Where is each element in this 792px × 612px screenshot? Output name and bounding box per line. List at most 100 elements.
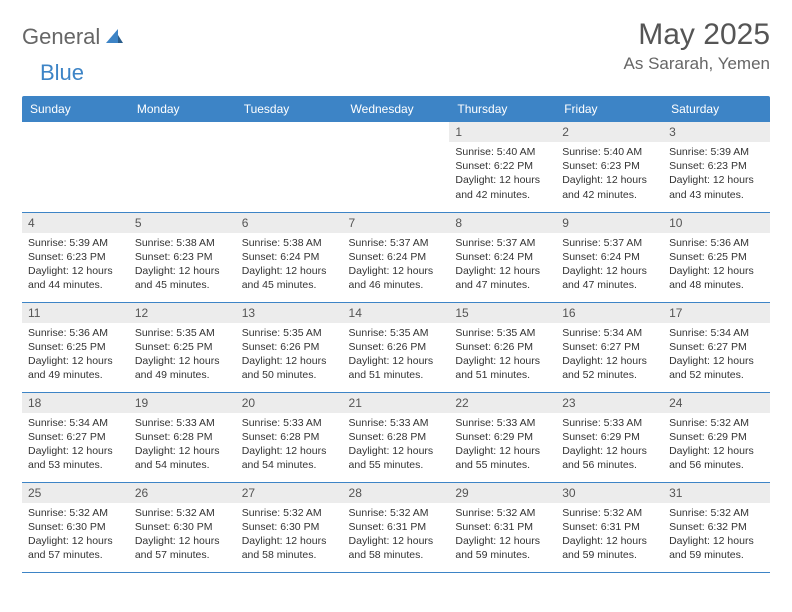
calendar-day-cell: 11Sunrise: 5:36 AMSunset: 6:25 PMDayligh… (22, 302, 129, 392)
day-info: Sunrise: 5:38 AMSunset: 6:24 PMDaylight:… (236, 233, 343, 296)
day-number: 27 (236, 483, 343, 503)
day-number: 17 (663, 303, 770, 323)
day-number: 18 (22, 393, 129, 413)
calendar-week-row: 1Sunrise: 5:40 AMSunset: 6:22 PMDaylight… (22, 122, 770, 212)
day-info: Sunrise: 5:33 AMSunset: 6:29 PMDaylight:… (556, 413, 663, 476)
sunrise-line: Sunrise: 5:38 AM (242, 236, 337, 250)
day-info: Sunrise: 5:34 AMSunset: 6:27 PMDaylight:… (556, 323, 663, 386)
weekday-header: Saturday (663, 96, 770, 122)
day-info: Sunrise: 5:37 AMSunset: 6:24 PMDaylight:… (556, 233, 663, 296)
sunrise-line: Sunrise: 5:40 AM (562, 145, 657, 159)
day-info: Sunrise: 5:33 AMSunset: 6:28 PMDaylight:… (129, 413, 236, 476)
calendar-day-cell: 5Sunrise: 5:38 AMSunset: 6:23 PMDaylight… (129, 212, 236, 302)
calendar-day-cell: 10Sunrise: 5:36 AMSunset: 6:25 PMDayligh… (663, 212, 770, 302)
daylight-line: Daylight: 12 hours and 54 minutes. (242, 444, 337, 472)
calendar-day-cell: 2Sunrise: 5:40 AMSunset: 6:23 PMDaylight… (556, 122, 663, 212)
weekday-header: Sunday (22, 96, 129, 122)
calendar-day-cell: 26Sunrise: 5:32 AMSunset: 6:30 PMDayligh… (129, 482, 236, 572)
calendar-day-cell: 23Sunrise: 5:33 AMSunset: 6:29 PMDayligh… (556, 392, 663, 482)
calendar-day-cell: 27Sunrise: 5:32 AMSunset: 6:30 PMDayligh… (236, 482, 343, 572)
calendar-day-cell: 29Sunrise: 5:32 AMSunset: 6:31 PMDayligh… (449, 482, 556, 572)
day-number: 14 (343, 303, 450, 323)
calendar-day-cell: 19Sunrise: 5:33 AMSunset: 6:28 PMDayligh… (129, 392, 236, 482)
calendar-day-cell (343, 122, 450, 212)
daylight-line: Daylight: 12 hours and 57 minutes. (135, 534, 230, 562)
sunset-line: Sunset: 6:22 PM (455, 159, 550, 173)
daylight-line: Daylight: 12 hours and 44 minutes. (28, 264, 123, 292)
day-info: Sunrise: 5:35 AMSunset: 6:25 PMDaylight:… (129, 323, 236, 386)
day-number: 19 (129, 393, 236, 413)
day-info: Sunrise: 5:40 AMSunset: 6:22 PMDaylight:… (449, 142, 556, 205)
weekday-header: Friday (556, 96, 663, 122)
day-number: 15 (449, 303, 556, 323)
sunset-line: Sunset: 6:31 PM (455, 520, 550, 534)
day-number: 12 (129, 303, 236, 323)
sunset-line: Sunset: 6:24 PM (455, 250, 550, 264)
sunrise-line: Sunrise: 5:32 AM (242, 506, 337, 520)
day-number: 6 (236, 213, 343, 233)
daylight-line: Daylight: 12 hours and 55 minutes. (349, 444, 444, 472)
sunrise-line: Sunrise: 5:33 AM (455, 416, 550, 430)
sunset-line: Sunset: 6:28 PM (135, 430, 230, 444)
calendar-day-cell: 17Sunrise: 5:34 AMSunset: 6:27 PMDayligh… (663, 302, 770, 392)
daylight-line: Daylight: 12 hours and 50 minutes. (242, 354, 337, 382)
sunrise-line: Sunrise: 5:40 AM (455, 145, 550, 159)
sunset-line: Sunset: 6:27 PM (562, 340, 657, 354)
sunrise-line: Sunrise: 5:37 AM (349, 236, 444, 250)
day-info: Sunrise: 5:32 AMSunset: 6:30 PMDaylight:… (236, 503, 343, 566)
daylight-line: Daylight: 12 hours and 49 minutes. (28, 354, 123, 382)
calendar-day-cell: 12Sunrise: 5:35 AMSunset: 6:25 PMDayligh… (129, 302, 236, 392)
day-info: Sunrise: 5:36 AMSunset: 6:25 PMDaylight:… (663, 233, 770, 296)
day-info: Sunrise: 5:32 AMSunset: 6:29 PMDaylight:… (663, 413, 770, 476)
sunset-line: Sunset: 6:29 PM (562, 430, 657, 444)
weekday-header: Thursday (449, 96, 556, 122)
daylight-line: Daylight: 12 hours and 53 minutes. (28, 444, 123, 472)
daylight-line: Daylight: 12 hours and 58 minutes. (242, 534, 337, 562)
day-info: Sunrise: 5:39 AMSunset: 6:23 PMDaylight:… (663, 142, 770, 205)
day-info: Sunrise: 5:37 AMSunset: 6:24 PMDaylight:… (343, 233, 450, 296)
daylight-line: Daylight: 12 hours and 51 minutes. (455, 354, 550, 382)
day-info: Sunrise: 5:32 AMSunset: 6:31 PMDaylight:… (343, 503, 450, 566)
sunset-line: Sunset: 6:24 PM (562, 250, 657, 264)
weekday-header: Wednesday (343, 96, 450, 122)
sunset-line: Sunset: 6:27 PM (28, 430, 123, 444)
calendar-day-cell: 13Sunrise: 5:35 AMSunset: 6:26 PMDayligh… (236, 302, 343, 392)
day-number: 8 (449, 213, 556, 233)
day-number: 7 (343, 213, 450, 233)
daylight-line: Daylight: 12 hours and 56 minutes. (669, 444, 764, 472)
sunrise-line: Sunrise: 5:35 AM (455, 326, 550, 340)
sunset-line: Sunset: 6:30 PM (135, 520, 230, 534)
calendar-day-cell: 22Sunrise: 5:33 AMSunset: 6:29 PMDayligh… (449, 392, 556, 482)
daylight-line: Daylight: 12 hours and 52 minutes. (669, 354, 764, 382)
daylight-line: Daylight: 12 hours and 55 minutes. (455, 444, 550, 472)
calendar-week-row: 25Sunrise: 5:32 AMSunset: 6:30 PMDayligh… (22, 482, 770, 572)
sunset-line: Sunset: 6:32 PM (669, 520, 764, 534)
sunrise-line: Sunrise: 5:33 AM (135, 416, 230, 430)
daylight-line: Daylight: 12 hours and 47 minutes. (455, 264, 550, 292)
sunset-line: Sunset: 6:23 PM (135, 250, 230, 264)
calendar-day-cell: 31Sunrise: 5:32 AMSunset: 6:32 PMDayligh… (663, 482, 770, 572)
calendar-day-cell: 7Sunrise: 5:37 AMSunset: 6:24 PMDaylight… (343, 212, 450, 302)
day-number: 9 (556, 213, 663, 233)
logo-word-1: General (22, 24, 100, 50)
sunrise-line: Sunrise: 5:36 AM (669, 236, 764, 250)
calendar-day-cell: 9Sunrise: 5:37 AMSunset: 6:24 PMDaylight… (556, 212, 663, 302)
calendar-day-cell (22, 122, 129, 212)
day-number: 25 (22, 483, 129, 503)
day-number: 24 (663, 393, 770, 413)
calendar-day-cell: 6Sunrise: 5:38 AMSunset: 6:24 PMDaylight… (236, 212, 343, 302)
sunrise-line: Sunrise: 5:35 AM (349, 326, 444, 340)
day-number: 29 (449, 483, 556, 503)
logo: General (22, 18, 126, 50)
day-info: Sunrise: 5:33 AMSunset: 6:28 PMDaylight:… (343, 413, 450, 476)
day-number: 23 (556, 393, 663, 413)
calendar-day-cell (129, 122, 236, 212)
sunset-line: Sunset: 6:23 PM (28, 250, 123, 264)
sunrise-line: Sunrise: 5:35 AM (135, 326, 230, 340)
calendar-day-cell: 14Sunrise: 5:35 AMSunset: 6:26 PMDayligh… (343, 302, 450, 392)
day-number: 2 (556, 122, 663, 142)
daylight-line: Daylight: 12 hours and 59 minutes. (669, 534, 764, 562)
sunrise-line: Sunrise: 5:38 AM (135, 236, 230, 250)
sunset-line: Sunset: 6:27 PM (669, 340, 764, 354)
calendar-day-cell: 24Sunrise: 5:32 AMSunset: 6:29 PMDayligh… (663, 392, 770, 482)
